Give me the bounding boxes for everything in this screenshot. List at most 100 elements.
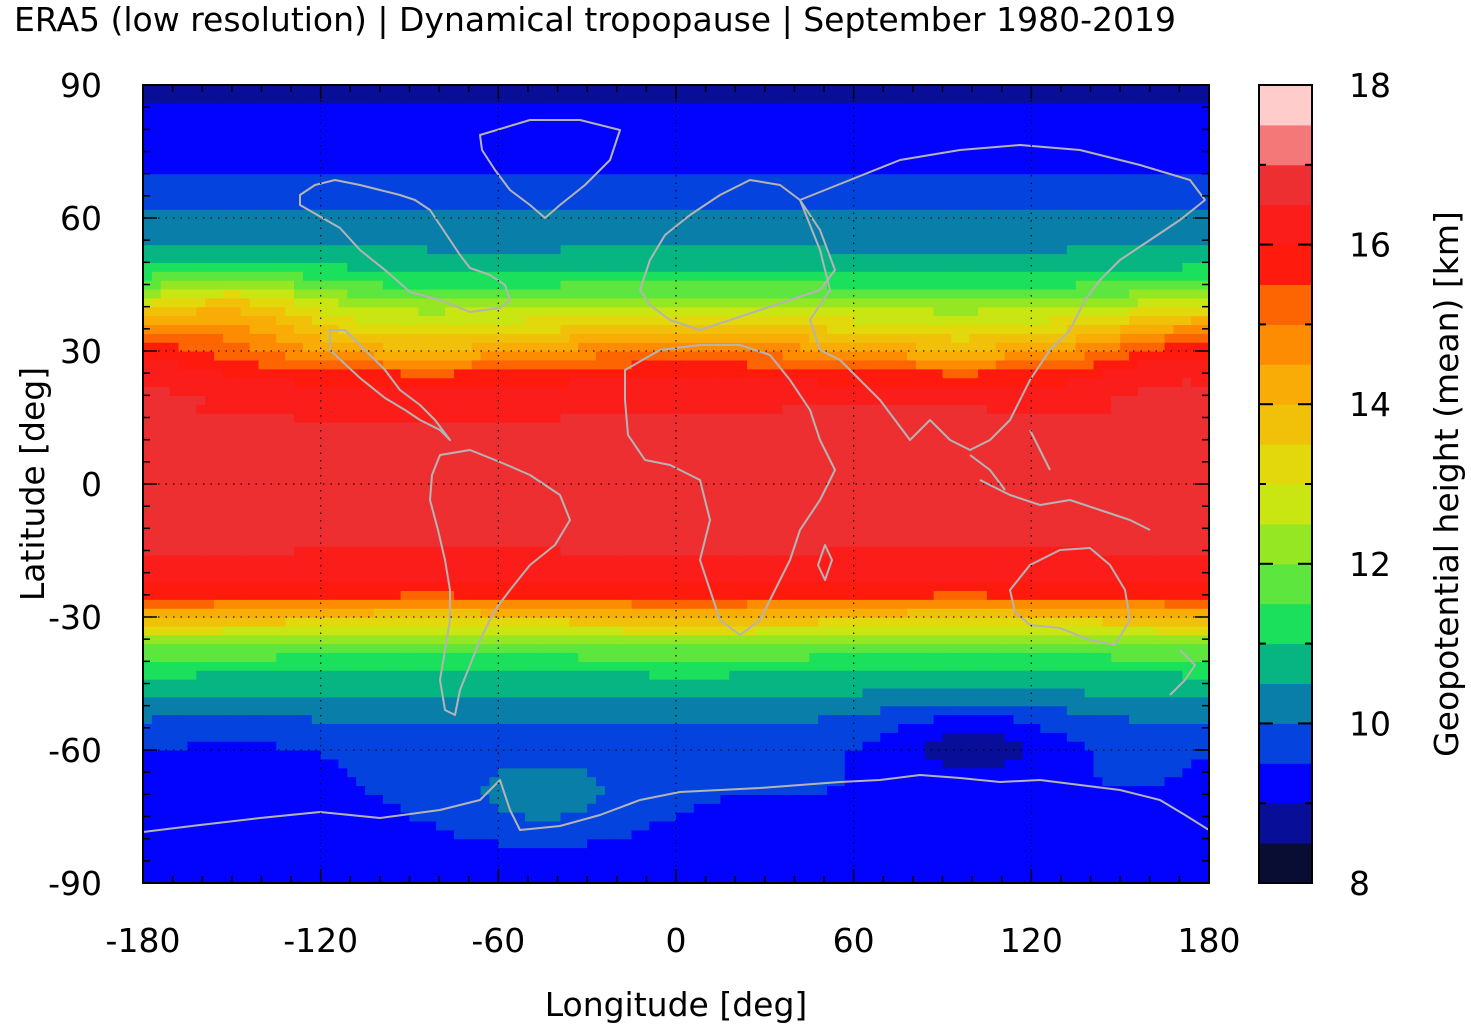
heatmap-cell — [151, 847, 162, 857]
heatmap-cell — [1129, 838, 1139, 849]
heatmap-cell — [542, 599, 553, 609]
heatmap-cell — [782, 750, 793, 760]
heatmap-cell — [160, 776, 171, 787]
heatmap-cell — [1129, 634, 1139, 645]
heatmap-cell — [818, 874, 828, 883]
heatmap-cell — [667, 634, 677, 645]
heatmap-cell — [409, 572, 419, 583]
heatmap-cell — [151, 581, 162, 591]
heatmap-cell — [1120, 874, 1130, 883]
heatmap-cell — [187, 510, 197, 521]
heatmap-cell — [347, 803, 357, 813]
heatmap-cell — [427, 652, 437, 662]
heatmap-cell — [613, 679, 624, 689]
heatmap-cell — [853, 528, 864, 538]
heatmap-cell — [1040, 554, 1050, 565]
heatmap-cell — [986, 874, 997, 883]
heatmap-cell — [764, 714, 775, 724]
heatmap-cell — [1164, 546, 1175, 556]
heatmap-cell — [978, 803, 988, 813]
heatmap-cell — [1004, 670, 1015, 680]
heatmap-cell — [1164, 741, 1175, 751]
heatmap-cell — [1093, 785, 1103, 795]
heatmap-cell — [418, 838, 428, 849]
heatmap-cell — [391, 696, 402, 707]
heatmap-cell — [1075, 625, 1086, 636]
heatmap-cell — [560, 705, 570, 716]
heatmap-cell — [676, 785, 686, 795]
heatmap-cell — [560, 785, 570, 795]
heatmap-cell — [409, 687, 419, 698]
heatmap-cell — [969, 750, 979, 760]
heatmap-cell — [294, 856, 304, 866]
heatmap-cell — [178, 829, 189, 840]
heatmap-cell — [676, 563, 686, 574]
heatmap-cell — [578, 643, 588, 654]
heatmap-cell — [391, 732, 402, 742]
heatmap-cell — [231, 537, 242, 547]
heatmap-cell — [498, 829, 508, 840]
heatmap-cell — [809, 617, 819, 627]
heatmap-cell — [1173, 714, 1183, 724]
heatmap-cell — [418, 865, 428, 875]
heatmap-cell — [1084, 652, 1095, 662]
heatmap-cell — [187, 758, 197, 769]
heatmap-cell — [853, 874, 864, 883]
heatmap-cell — [542, 758, 553, 769]
heatmap-cell — [1022, 599, 1032, 609]
heatmap-cell — [285, 705, 295, 716]
heatmap-cell — [143, 803, 153, 813]
heatmap-cell — [498, 599, 508, 609]
heatmap-cell — [382, 528, 393, 538]
heatmap-cell — [800, 741, 810, 751]
heatmap-cell — [267, 563, 277, 574]
heatmap-cell — [995, 812, 1006, 822]
heatmap-cell — [1129, 874, 1139, 883]
heatmap-cell — [1049, 723, 1059, 733]
heatmap-cell — [453, 519, 464, 529]
heatmap-cell — [604, 741, 615, 751]
heatmap-cell — [356, 563, 366, 574]
heatmap-cell — [409, 812, 419, 822]
heatmap-cell — [498, 608, 508, 618]
heatmap-cell — [1093, 599, 1103, 609]
heatmap-cell — [613, 546, 624, 556]
heatmap-cell — [693, 714, 704, 724]
heatmap-cell — [986, 625, 997, 636]
heatmap-cell — [160, 829, 171, 840]
heatmap-cell — [1093, 874, 1103, 883]
heatmap-cell — [196, 670, 206, 680]
heatmap-cell — [231, 732, 242, 742]
heatmap-cell — [453, 803, 464, 813]
heatmap-cell — [249, 572, 260, 583]
heatmap-cell — [738, 634, 748, 645]
heatmap-cell — [1155, 652, 1166, 662]
heatmap-cell — [294, 537, 304, 547]
heatmap-cell — [160, 528, 171, 538]
heatmap-cell — [471, 608, 482, 618]
heatmap-cell — [160, 537, 171, 547]
heatmap-cell — [480, 670, 491, 680]
heatmap-cell — [551, 599, 562, 609]
heatmap-cell — [587, 776, 597, 787]
heatmap-cell — [596, 696, 606, 707]
heatmap-cell — [453, 625, 464, 636]
heatmap-cell — [418, 829, 428, 840]
heatmap-cell — [462, 590, 473, 600]
heatmap-cell — [231, 705, 242, 716]
heatmap-cell — [329, 856, 340, 866]
heatmap-cell — [631, 741, 642, 751]
heatmap-cell — [1191, 785, 1201, 795]
heatmap-cell — [196, 829, 206, 840]
heatmap-cell — [445, 519, 455, 529]
heatmap-cell — [1155, 750, 1166, 760]
heatmap-cell — [755, 590, 766, 600]
heatmap-cell — [924, 625, 935, 636]
heatmap-cell — [622, 510, 633, 521]
heatmap-cell — [764, 537, 775, 547]
heatmap-cell — [1137, 643, 1148, 654]
heatmap-cell — [560, 847, 570, 857]
heatmap-cell — [738, 599, 748, 609]
heatmap-cell — [693, 803, 704, 813]
heatmap-cell — [418, 617, 428, 627]
